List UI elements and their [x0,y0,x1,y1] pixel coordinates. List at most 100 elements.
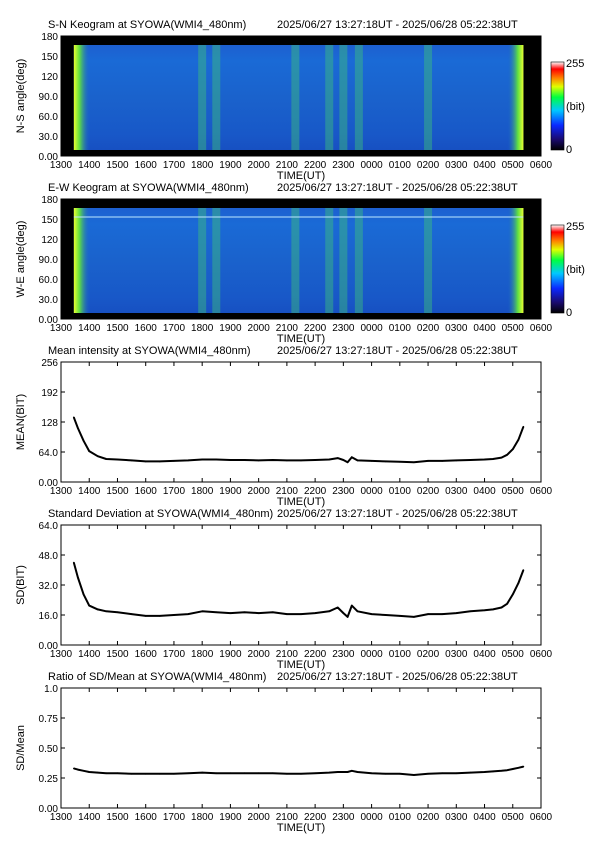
y-tick-label: 32.0 [39,581,59,592]
data-point [441,613,444,615]
data-point [483,609,486,612]
data-point [506,454,508,456]
data-point [328,771,331,774]
data-point [201,610,203,613]
plot-frame [60,524,542,646]
data-point [351,456,353,459]
data-point [144,773,147,775]
x-tick-label: 0300 [445,323,468,334]
data-point [73,416,75,419]
x-tick-label: 0200 [417,812,440,823]
data-point [342,771,345,773]
plot-frame [60,687,542,809]
x-tick-label: 0600 [530,649,553,660]
colorbar-unit-label: (bit) [566,101,585,113]
data-point [88,604,90,607]
y-tick-label: 150 [41,52,58,63]
data-point [351,604,353,607]
y-tick-label: 48.0 [39,551,59,562]
data-point [105,458,107,460]
keogram-bright-band [424,45,433,150]
data-point [82,593,85,596]
chart-time-range: 2025/06/27 13:27:18UT - 2025/06/28 05:22… [277,508,518,520]
x-tick-label: 0600 [530,486,553,497]
x-axis-label: TIME(UT) [277,496,325,508]
x-tick-label: 0400 [473,649,496,660]
x-tick-label: 2000 [248,649,271,660]
data-point [257,459,260,462]
colorbar-min-label: 0 [566,144,572,156]
keogram-bright-band [291,45,300,150]
data-point [506,769,508,771]
y-tick-label: 60.0 [39,112,59,123]
data-point [427,460,429,462]
chart-title: Mean intensity at SYOWA(WMI4_480nm) [48,345,251,357]
data-point [257,772,260,774]
data-point [346,461,349,464]
keogram-dawn-edge [507,45,524,150]
x-tick-label: 1500 [106,323,129,334]
colorbar-unit-label: (bit) [566,264,585,276]
x-tick-label: 1800 [191,649,214,660]
x-tick-label: 1600 [135,323,158,334]
x-tick-label: 1400 [78,323,101,334]
data-point [399,461,401,463]
x-tick-label: 2200 [304,323,327,334]
x-tick-label: 0300 [445,486,468,497]
x-tick-label: 0600 [530,323,553,334]
data-point [173,614,175,616]
data-point [517,582,520,584]
data-point [300,613,302,615]
y-tick-label: 180 [41,195,58,206]
data-point [492,458,494,460]
data-point [243,459,246,461]
x-tick-label: 2000 [248,812,271,823]
x-tick-label: 1800 [191,486,214,497]
x-tick-label: 0400 [473,160,496,171]
x-tick-label: 0100 [389,812,412,823]
data-point [300,459,302,462]
x-tick-label: 0600 [530,160,553,171]
data-point [441,460,444,462]
data-point [384,773,387,775]
x-tick-label: 1700 [163,812,186,823]
data-point [336,606,339,609]
x-tick-label: 0000 [360,323,383,334]
keogram-bright-band [354,45,363,150]
chart-panel-3: Mean intensity at SYOWA(WMI4_480nm) 2025/… [15,345,553,508]
data-point [130,613,133,615]
data-point [399,615,401,617]
data-point [286,613,288,615]
data-point [314,772,316,774]
chart-time-range: 2025/06/27 13:27:18UT - 2025/06/28 05:22… [277,671,518,683]
colorbar-max-label: 255 [566,58,584,70]
chart-time-range: 2025/06/27 13:27:18UT - 2025/06/28 05:22… [277,345,518,357]
data-point [399,773,401,775]
data-point [243,772,246,774]
data-point [73,767,75,770]
data-point [314,459,316,461]
x-tick-label: 2300 [332,486,355,497]
x-tick-label: 0400 [473,486,496,497]
x-tick-label: 0400 [473,323,496,334]
x-tick-label: 2100 [276,812,299,823]
data-point [116,611,119,613]
y-axis-label: SD/Mean [15,725,27,771]
data-point [500,770,503,772]
data-point [82,770,85,772]
data-point [116,772,119,774]
x-tick-label: 2000 [248,160,271,171]
x-tick-label: 1400 [78,160,101,171]
y-tick-label: 0.00 [39,478,59,489]
data-point [82,440,85,442]
x-tick-label: 1800 [191,160,214,171]
keogram-bright-band [339,45,348,150]
data-point [483,458,486,461]
keogram-bright-band [198,45,207,150]
x-tick-label: 1300 [50,649,73,660]
x-tick-label: 2200 [304,812,327,823]
data-point [144,615,147,617]
data-point [455,612,458,614]
chart-title: Standard Deviation at SYOWA(WMI4_480nm) [48,508,273,520]
chart-time-range: 2025/06/27 13:27:18UT - 2025/06/28 05:22… [277,19,518,31]
